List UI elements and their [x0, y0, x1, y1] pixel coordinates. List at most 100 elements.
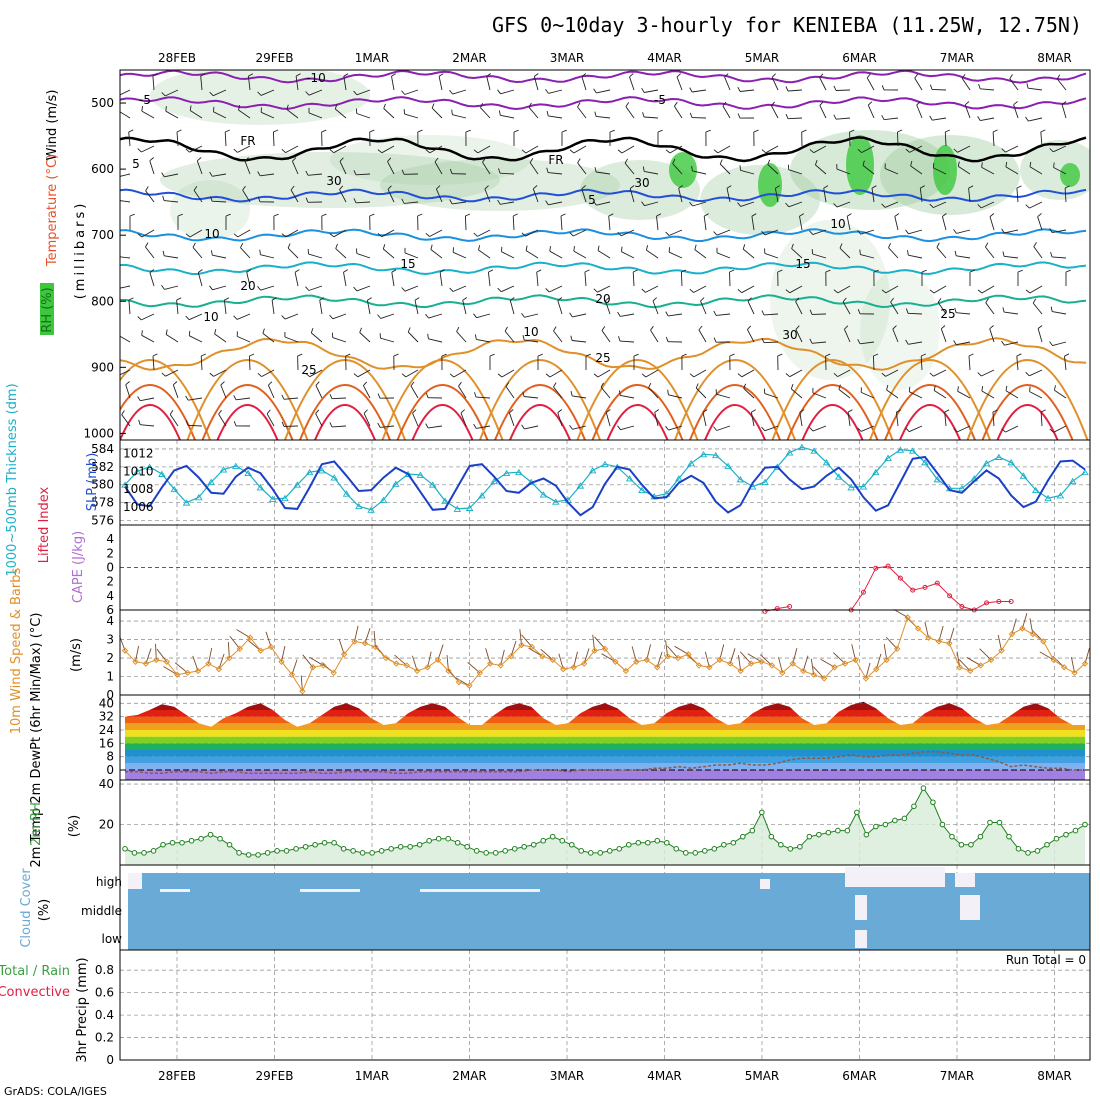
thickness-ylabel: 1000~500mb Thickness (dm)	[5, 383, 20, 576]
wind-barb	[1029, 166, 1043, 175]
wind-barb	[548, 172, 563, 175]
wind-barb	[836, 201, 851, 208]
rh-point	[958, 841, 965, 848]
dewpoint-line	[125, 750, 1085, 775]
wind-barb-flag	[641, 201, 645, 206]
date-labels-top: 28FEB 29FEB 1MAR 2MAR 3MAR 4MAR 5MAR 6MAR 7MAR 8M…	[158, 51, 1072, 65]
wind-barb	[501, 285, 515, 293]
li-ylabel: Lifted Index	[37, 486, 52, 563]
wind-barb-flag	[825, 353, 831, 357]
thickness-point	[884, 454, 892, 461]
wind-barb-flag	[417, 213, 423, 217]
wind-barb-flag	[449, 199, 453, 205]
li-tick-label: 4	[106, 532, 114, 546]
wind10-point	[789, 660, 797, 667]
wind10-point	[653, 664, 661, 671]
cloud-gap	[300, 889, 360, 892]
wind-barb	[295, 76, 299, 91]
wind-barb-flag	[881, 289, 887, 294]
wind-barb	[1064, 356, 1067, 371]
wind-barb-flag	[726, 185, 732, 189]
thickness-point	[1007, 458, 1015, 466]
wind-barb-flag	[642, 112, 645, 118]
thickness-point	[822, 458, 831, 466]
slp-tick-label: 1006	[123, 500, 154, 514]
wind-barb	[477, 229, 491, 237]
wind-barb	[356, 89, 371, 96]
wind10-barb	[229, 635, 241, 650]
wind10-point	[184, 669, 191, 677]
wind10-barb	[338, 638, 345, 655]
wind-barb	[120, 200, 131, 203]
wind-barb-flag	[401, 287, 406, 292]
thickness-point	[1081, 468, 1089, 476]
li-tick-label: 2	[106, 575, 114, 589]
lifted-index-point	[910, 587, 916, 593]
wind-barb	[1032, 302, 1043, 315]
wind-barb	[560, 215, 563, 231]
wind-barb	[601, 330, 611, 343]
cloud-gap	[855, 930, 867, 948]
date-label-bottom: 7MAR	[940, 1069, 975, 1083]
rh-high-shading	[758, 163, 782, 207]
wind-barb	[412, 412, 419, 427]
wind-barb-flag	[425, 149, 431, 154]
cloud-gap	[760, 879, 770, 889]
wind-barb-flag	[249, 353, 255, 357]
wind-barb	[478, 249, 491, 259]
rh-point	[131, 850, 138, 856]
wind-barb-flag	[957, 386, 959, 392]
wind-barb-flag	[242, 185, 246, 191]
wind10-point	[831, 664, 838, 671]
cloud-gap	[960, 895, 980, 920]
wind-barb	[931, 88, 947, 91]
wind-barb	[957, 145, 971, 153]
wind-barb	[788, 201, 803, 208]
wind-barb	[597, 369, 611, 378]
wind-barb	[500, 89, 515, 95]
wind-barb-flag	[825, 269, 831, 273]
wind-barb	[224, 131, 227, 147]
wind-barb	[933, 390, 947, 399]
wind-barb	[193, 190, 203, 203]
wind-barb-flag	[521, 424, 525, 430]
wind-barb	[484, 188, 491, 203]
contour-label: 5	[588, 193, 596, 207]
wind10-point	[852, 656, 859, 664]
wind-barb-flag	[1032, 298, 1037, 304]
rh-point	[844, 827, 851, 834]
wind-barb-flag	[989, 213, 995, 217]
wind-barb-flag	[977, 289, 983, 294]
wind-barb-flag	[138, 419, 141, 425]
wind-barb-flag	[335, 243, 338, 249]
wind-barb-flag	[1005, 385, 1008, 391]
wind10-point	[987, 656, 995, 664]
wind-barb-flag	[689, 87, 693, 93]
temp-tick-label: 0	[106, 763, 114, 777]
wind10-point	[466, 682, 473, 689]
wind-tick-label: 3	[106, 633, 114, 647]
wind-barb-flag	[259, 249, 261, 255]
wind-barb	[674, 105, 683, 119]
wind-barb-flag	[942, 213, 947, 217]
wind-barb	[847, 412, 851, 427]
pressure-tick-label: 600	[91, 162, 114, 176]
wind-barb	[940, 328, 947, 343]
temp-band	[125, 723, 1085, 730]
wind-barb	[315, 385, 323, 399]
wind-barb-flag	[977, 204, 982, 209]
precip-tick-label: 0.6	[95, 986, 114, 1000]
wind-barb	[703, 216, 707, 231]
wind-barb-flag	[761, 230, 766, 236]
wind-barb-flag	[197, 157, 202, 162]
wind-barb	[867, 105, 875, 119]
wind-barb-flag	[743, 383, 747, 389]
wind-barb-flag	[929, 203, 934, 208]
wind-barb-flag	[425, 313, 429, 319]
wind-barb	[961, 78, 971, 91]
wind-barb	[722, 105, 731, 119]
wind-barb	[553, 330, 563, 343]
rh-point	[692, 850, 699, 856]
wind10-point	[977, 662, 984, 669]
rh-point	[711, 846, 718, 852]
